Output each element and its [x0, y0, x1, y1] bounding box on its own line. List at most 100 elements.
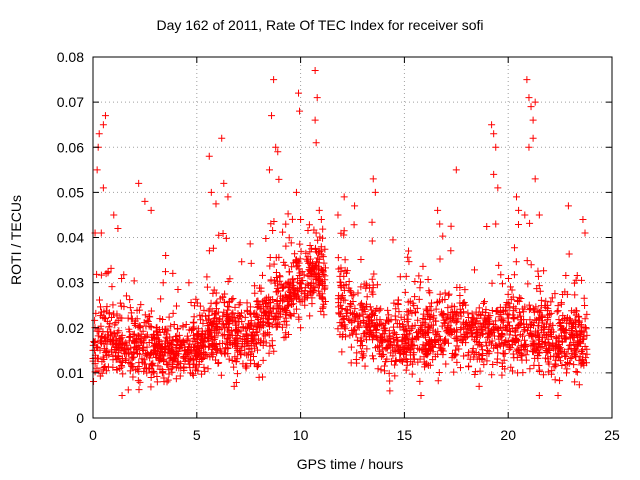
data-point: [368, 275, 376, 283]
data-point: [247, 259, 255, 267]
data-point: [197, 344, 205, 352]
data-point: [533, 329, 541, 337]
data-point: [217, 371, 225, 379]
data-point: [173, 350, 181, 358]
data-point: [447, 247, 455, 255]
data-point: [386, 387, 394, 395]
data-point: [570, 361, 578, 369]
data-point: [184, 335, 192, 343]
data-point: [398, 338, 406, 346]
data-point: [125, 333, 133, 341]
data-point: [495, 261, 503, 269]
data-point: [281, 291, 289, 299]
data-point: [211, 327, 219, 335]
data-point: [447, 222, 455, 230]
data-point: [335, 292, 343, 300]
data-point: [356, 312, 364, 320]
data-point: [471, 371, 479, 379]
data-point: [540, 325, 548, 333]
data-point: [484, 347, 492, 355]
data-point: [391, 372, 399, 380]
data-point: [401, 288, 409, 296]
data-point: [275, 175, 283, 183]
data-point: [292, 188, 300, 196]
data-point: [301, 301, 309, 309]
data-point: [183, 332, 191, 340]
data-point: [573, 368, 581, 376]
data-point: [132, 366, 140, 374]
data-point: [510, 307, 518, 315]
data-point: [341, 256, 349, 264]
data-point: [468, 320, 476, 328]
data-point: [317, 215, 325, 223]
data-point: [116, 364, 124, 372]
data-point: [192, 295, 200, 303]
data-point: [282, 314, 290, 322]
data-point: [520, 342, 528, 350]
data-point: [255, 319, 263, 327]
data-point: [546, 310, 554, 318]
data-point: [159, 358, 167, 366]
data-point: [300, 290, 308, 298]
data-point: [305, 281, 313, 289]
data-point: [341, 266, 349, 274]
data-point: [366, 284, 374, 292]
data-point: [199, 319, 207, 327]
data-point: [583, 310, 591, 318]
data-point: [276, 272, 284, 280]
data-point: [507, 363, 515, 371]
data-point: [334, 211, 342, 219]
data-point: [539, 371, 547, 379]
data-point: [93, 166, 101, 174]
data-point: [499, 349, 507, 357]
data-point: [116, 337, 124, 345]
data-point: [497, 333, 505, 341]
data-point: [390, 323, 398, 331]
data-point: [319, 225, 327, 233]
data-point: [99, 184, 107, 192]
data-point: [510, 271, 518, 279]
data-point: [198, 327, 206, 335]
data-point: [311, 116, 319, 124]
data-point: [129, 373, 137, 381]
data-point: [346, 309, 354, 317]
data-point: [487, 340, 495, 348]
data-point: [434, 350, 442, 358]
data-point: [460, 352, 468, 360]
data-point: [389, 236, 397, 244]
data-point: [452, 166, 460, 174]
data-point: [155, 337, 163, 345]
data-point: [274, 148, 282, 156]
data-point: [172, 302, 180, 310]
data-point: [252, 328, 260, 336]
data-point: [526, 305, 534, 313]
data-point: [235, 317, 243, 325]
data-point: [117, 362, 125, 370]
data-point: [276, 297, 284, 305]
data-point: [563, 359, 571, 367]
data-point: [370, 311, 378, 319]
data-point: [549, 344, 557, 352]
data-point: [266, 262, 274, 270]
data-point: [419, 314, 427, 322]
data-point: [315, 281, 323, 289]
data-point: [90, 338, 98, 346]
x-axis-label: GPS time / hours: [296, 456, 404, 472]
data-point: [434, 206, 442, 214]
data-point: [118, 274, 126, 282]
data-point: [132, 346, 140, 354]
data-point: [203, 352, 211, 360]
data-point: [578, 346, 586, 354]
data-point: [366, 312, 374, 320]
data-point: [226, 331, 234, 339]
data-point: [506, 342, 514, 350]
data-point: [135, 363, 143, 371]
data-point: [565, 359, 573, 367]
data-point: [452, 351, 460, 359]
data-point: [362, 336, 370, 344]
data-point: [318, 251, 326, 259]
data-point: [211, 346, 219, 354]
data-point: [345, 278, 353, 286]
data-point: [144, 350, 152, 358]
data-point: [179, 322, 187, 330]
